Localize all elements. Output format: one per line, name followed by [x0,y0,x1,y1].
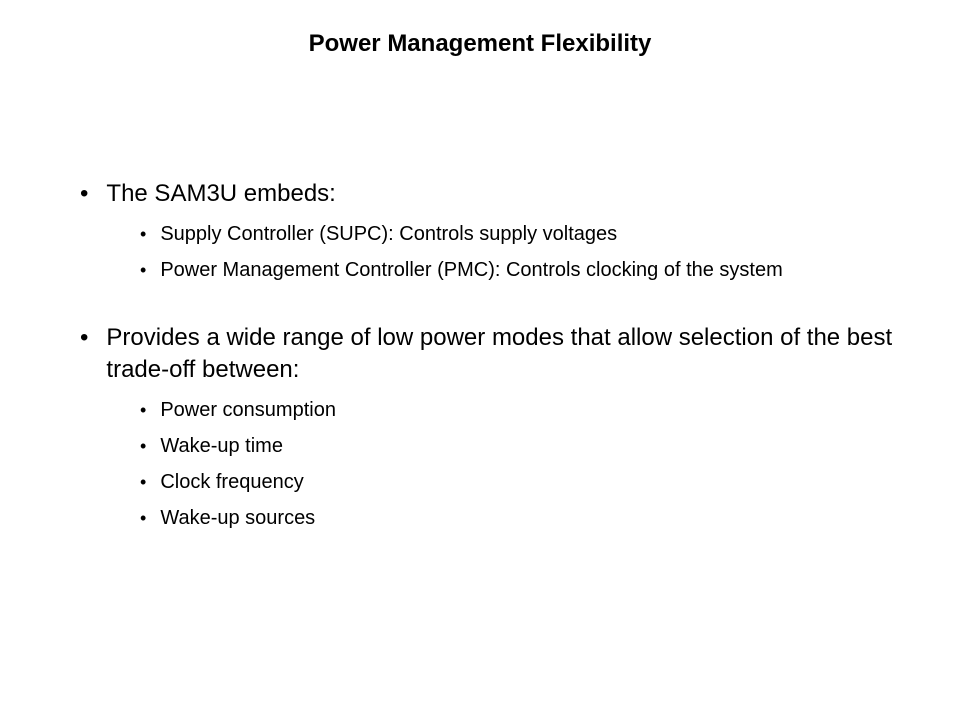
sub-bullet: • Clock frequency [140,468,900,496]
sub-bullet-list: • Supply Controller (SUPC): Controls sup… [60,220,900,284]
sub-bullet-text: Power Management Controller (PMC): Contr… [160,256,782,284]
main-bullet-text: Provides a wide range of low power modes… [106,322,900,386]
sub-bullet: • Supply Controller (SUPC): Controls sup… [140,220,900,248]
sub-bullet: • Power Management Controller (PMC): Con… [140,256,900,284]
sub-bullet-text: Supply Controller (SUPC): Controls suppl… [160,220,617,248]
bullet-icon: • [80,178,88,210]
bullet-icon: • [140,220,146,248]
sub-bullet: • Wake-up sources [140,504,900,532]
bullet-icon: • [140,468,146,496]
bullet-icon: • [140,396,146,424]
sub-bullet-text: Wake-up time [160,432,283,460]
main-bullet: • The SAM3U embeds: [60,178,900,210]
sub-bullet-text: Clock frequency [160,468,303,496]
bullet-icon: • [140,256,146,284]
sub-bullet-list: • Power consumption • Wake-up time • Clo… [60,396,900,532]
slide-title: Power Management Flexibility [60,30,900,58]
sub-bullet: • Power consumption [140,396,900,424]
sub-bullet-text: Wake-up sources [160,504,315,532]
main-bullet-text: The SAM3U embeds: [106,178,335,210]
bullet-icon: • [140,432,146,460]
bullet-icon: • [140,504,146,532]
sub-bullet-text: Power consumption [160,396,336,424]
slide-content: • The SAM3U embeds: • Supply Controller … [60,178,900,532]
sub-bullet: • Wake-up time [140,432,900,460]
bullet-icon: • [80,322,88,354]
main-bullet: • Provides a wide range of low power mod… [60,322,900,386]
